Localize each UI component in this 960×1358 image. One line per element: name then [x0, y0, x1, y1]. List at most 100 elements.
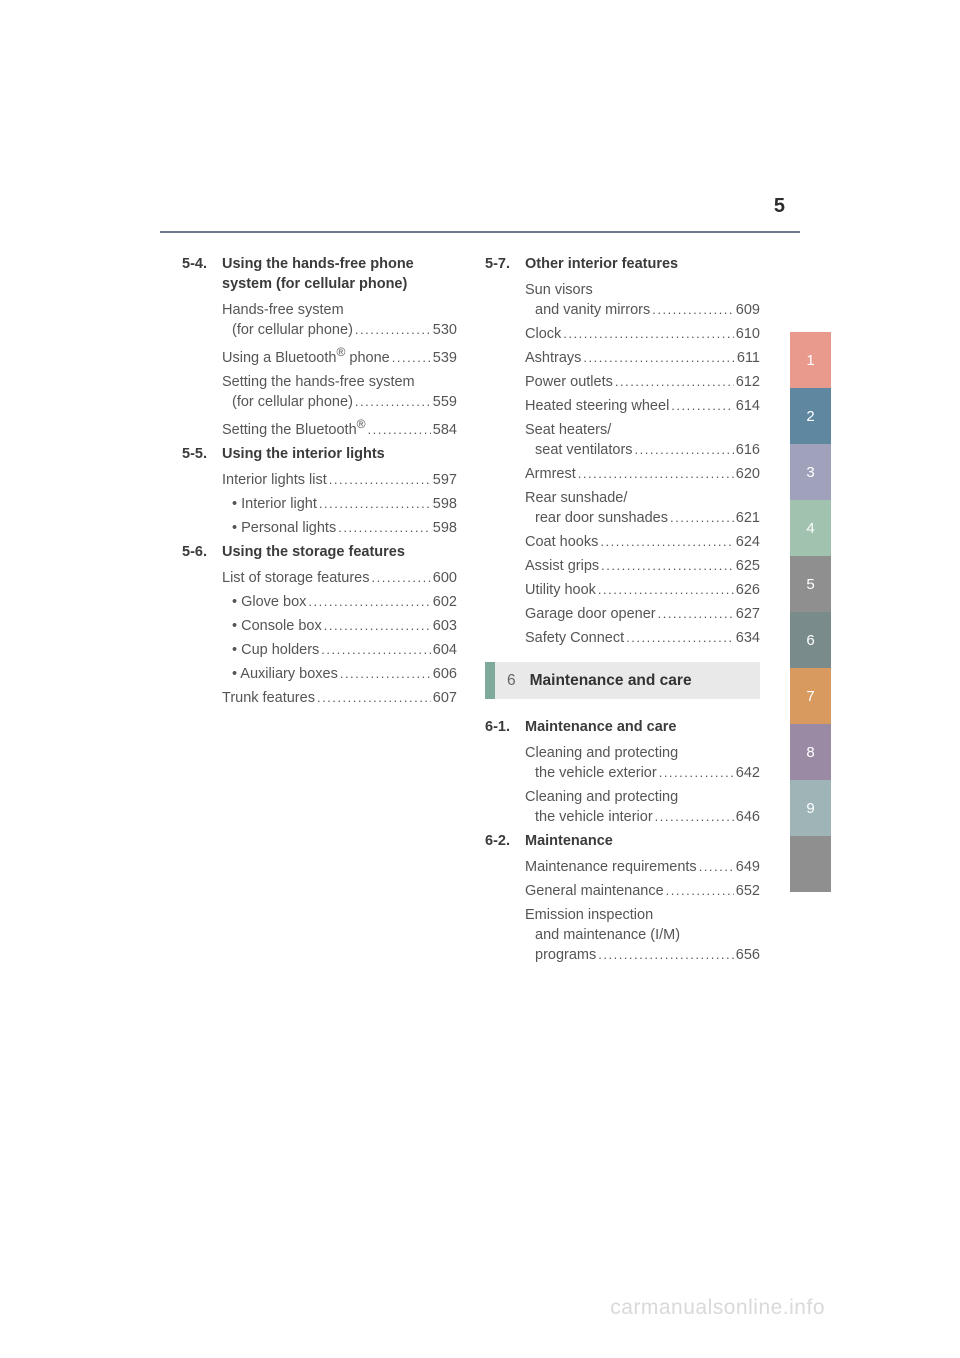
- leader-dots: [355, 320, 431, 340]
- toc-entry[interactable]: Seat heaters/seat ventilators616: [525, 420, 760, 460]
- leader-dots: [671, 396, 734, 416]
- section-number: 6-1.: [485, 717, 525, 737]
- toc-entry[interactable]: Setting the Bluetooth® 584: [222, 416, 457, 440]
- entry-label: rear door sunshades: [535, 508, 668, 528]
- entry-page: 600: [433, 568, 457, 588]
- toc-entry[interactable]: Maintenance requirements649: [525, 857, 760, 877]
- thumb-tab[interactable]: 2: [790, 388, 831, 444]
- toc-entry[interactable]: • Auxiliary boxes 606: [232, 664, 457, 684]
- toc-entry[interactable]: List of storage features600: [222, 568, 457, 588]
- toc-entry[interactable]: Hands-free system(for cellular phone)530: [222, 300, 457, 340]
- leader-dots: [563, 324, 734, 344]
- thumb-tab[interactable]: 1: [790, 332, 831, 388]
- thumb-tab[interactable]: 9: [790, 780, 831, 836]
- toc-entry[interactable]: • Cup holders604: [232, 640, 457, 660]
- leader-dots: [626, 628, 734, 648]
- entry-page: 656: [736, 945, 760, 965]
- toc-entry[interactable]: Cleaning and protectingthe vehicle exter…: [525, 743, 760, 783]
- entry-page: 626: [736, 580, 760, 600]
- header-rule: [160, 231, 800, 233]
- leader-dots: [368, 420, 431, 440]
- entry-page: 598: [433, 518, 457, 538]
- toc-entry[interactable]: • Console box603: [232, 616, 457, 636]
- toc-entry[interactable]: • Interior light598: [232, 494, 457, 514]
- toc-entry[interactable]: General maintenance 652: [525, 881, 760, 901]
- thumb-tab[interactable]: 4: [790, 500, 831, 556]
- entry-page: 610: [736, 324, 760, 344]
- entry-page: 642: [736, 763, 760, 783]
- entry-label: Ashtrays: [525, 348, 581, 368]
- entry-label: General maintenance: [525, 881, 664, 901]
- page: 5 5-4.Using the hands-free phone system …: [0, 0, 960, 1358]
- toc-columns: 5-4.Using the hands-free phone system (f…: [175, 250, 870, 969]
- toc-entry[interactable]: Clock610: [525, 324, 760, 344]
- page-number: 5: [774, 195, 785, 218]
- entry-label: Setting the Bluetooth®: [222, 416, 366, 440]
- thumb-tab[interactable]: 6: [790, 612, 831, 668]
- section-number: 5-4.: [182, 254, 222, 274]
- entry-page: 606: [433, 664, 457, 684]
- entry-page: 620: [736, 464, 760, 484]
- toc-entry[interactable]: Trunk features607: [222, 688, 457, 708]
- toc-entry[interactable]: Safety Connect634: [525, 628, 760, 648]
- toc-entry[interactable]: Sun visorsand vanity mirrors609: [525, 280, 760, 320]
- toc-entry[interactable]: Interior lights list 597: [222, 470, 457, 490]
- toc-entry[interactable]: Heated steering wheel614: [525, 396, 760, 416]
- thumb-tab[interactable]: 5: [790, 556, 831, 612]
- leader-dots: [372, 568, 431, 588]
- entry-page: 609: [736, 300, 760, 320]
- section-title: Using the interior lights: [222, 444, 457, 464]
- toc-entry[interactable]: Using a Bluetooth® phone539: [222, 344, 457, 368]
- leader-dots: [338, 518, 431, 538]
- entry-page: 603: [433, 616, 457, 636]
- toc-entry[interactable]: • Personal lights598: [232, 518, 457, 538]
- entry-page: 597: [433, 470, 457, 490]
- toc-entry[interactable]: Utility hook 626: [525, 580, 760, 600]
- entry-page: 604: [433, 640, 457, 660]
- entry-label: • Auxiliary boxes: [232, 664, 338, 684]
- section-title: Using the storage features: [222, 542, 457, 562]
- leader-dots: [601, 556, 734, 576]
- section-title: Maintenance: [525, 831, 760, 851]
- section-number: 5-6.: [182, 542, 222, 562]
- toc-entry[interactable]: • Glove box602: [232, 592, 457, 612]
- thumb-tab[interactable]: [790, 836, 831, 892]
- entry-label: Seat heaters/: [525, 420, 611, 440]
- toc-entry[interactable]: Setting the hands-free system(for cellul…: [222, 372, 457, 412]
- toc-entry[interactable]: Cleaning and protectingthe vehicle inter…: [525, 787, 760, 827]
- toc-entry[interactable]: Garage door opener627: [525, 604, 760, 624]
- section-heading: 5-4.Using the hands-free phone system (f…: [182, 254, 457, 294]
- toc-entry[interactable]: Assist grips625: [525, 556, 760, 576]
- toc-entry[interactable]: Rear sunshade/rear door sunshades621: [525, 488, 760, 528]
- section-title: Using the hands-free phone system (for c…: [222, 254, 457, 294]
- entry-label: seat ventilators: [535, 440, 633, 460]
- section-heading: 5-5.Using the interior lights: [182, 444, 457, 464]
- entry-page: 614: [736, 396, 760, 416]
- toc-entry[interactable]: Power outlets612: [525, 372, 760, 392]
- section-heading: 5-6.Using the storage features: [182, 542, 457, 562]
- entry-page: 652: [736, 881, 760, 901]
- section-heading: 6-1.Maintenance and care: [485, 717, 760, 737]
- entry-label: Utility hook: [525, 580, 596, 600]
- thumb-tab[interactable]: 8: [790, 724, 831, 780]
- thumb-tab[interactable]: 3: [790, 444, 831, 500]
- toc-entry[interactable]: Ashtrays611: [525, 348, 760, 368]
- leader-dots: [670, 508, 734, 528]
- entry-page: 627: [736, 604, 760, 624]
- toc-left-column: 5-4.Using the hands-free phone system (f…: [182, 250, 457, 969]
- toc-entry[interactable]: Armrest620: [525, 464, 760, 484]
- leader-dots: [635, 440, 734, 460]
- toc-entry[interactable]: Coat hooks624: [525, 532, 760, 552]
- thumb-tab[interactable]: 7: [790, 668, 831, 724]
- leader-dots: [655, 807, 734, 827]
- chapter-divider: 6Maintenance and care: [485, 662, 760, 699]
- entry-label: Assist grips: [525, 556, 599, 576]
- leader-dots: [666, 881, 734, 901]
- toc-entry[interactable]: Emission inspectionand maintenance (I/M)…: [525, 905, 760, 965]
- entry-label: Interior lights list: [222, 470, 327, 490]
- entry-label: the vehicle interior: [535, 807, 653, 827]
- entry-page: 607: [433, 688, 457, 708]
- entry-page: 621: [736, 508, 760, 528]
- entry-page: 584: [433, 420, 457, 440]
- leader-dots: [319, 494, 431, 514]
